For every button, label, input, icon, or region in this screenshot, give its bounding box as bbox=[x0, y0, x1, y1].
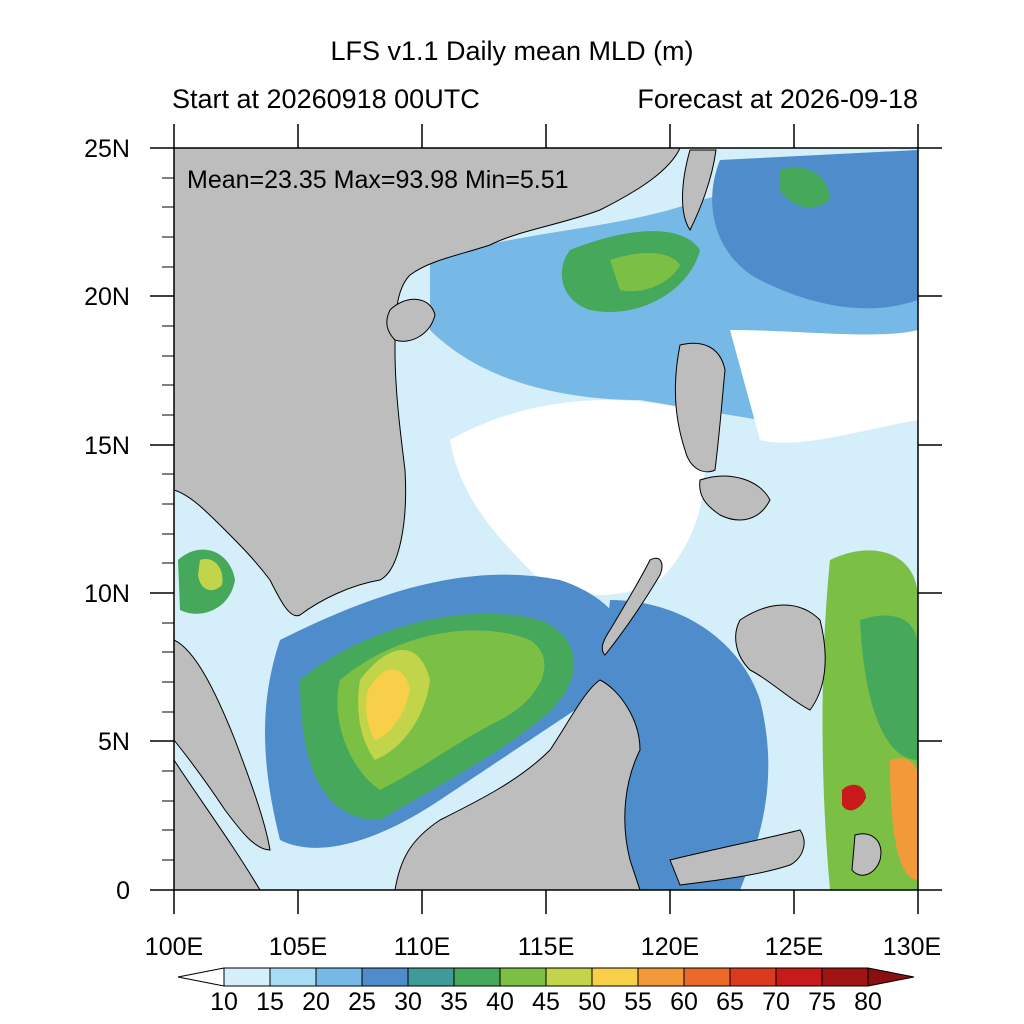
colorbar-box bbox=[637, 967, 685, 987]
colorbar-label: 40 bbox=[486, 988, 514, 1016]
land-indochina-china bbox=[174, 148, 681, 617]
stats-annotation: Mean=23.35 Max=93.98 Min=5.51 bbox=[187, 166, 569, 194]
colorbar-box bbox=[729, 967, 777, 987]
mld-field-30-35 bbox=[712, 150, 918, 309]
mld-field-35-east bbox=[860, 615, 918, 760]
lon-label: 130E bbox=[883, 933, 941, 961]
mld-field-30-east bbox=[602, 600, 769, 890]
colorbar-label: 15 bbox=[256, 988, 284, 1016]
lon-label: 120E bbox=[641, 933, 699, 961]
colorbar-label: 55 bbox=[624, 988, 652, 1016]
lat-label: 5N bbox=[98, 728, 130, 756]
start-time-label: Start at 20260918 00UTC bbox=[172, 84, 480, 114]
colorbar-label: 70 bbox=[762, 988, 790, 1016]
mld-field-55-south bbox=[366, 669, 410, 740]
lat-label: 0 bbox=[116, 877, 130, 905]
mld-field-lt10-northeast bbox=[730, 330, 918, 443]
colorbar-label: 60 bbox=[670, 988, 698, 1016]
colorbar-box bbox=[775, 967, 823, 987]
colorbar-box bbox=[315, 967, 363, 987]
land-masses bbox=[174, 148, 882, 890]
colorbar-box bbox=[407, 967, 455, 987]
mld-field-50-gulf bbox=[198, 559, 223, 591]
lon-ticks bbox=[173, 124, 919, 914]
land-mindanao bbox=[735, 604, 826, 711]
colorbar-box bbox=[821, 967, 869, 987]
land-sulawesi-halmahera bbox=[669, 829, 805, 886]
colorbar-box bbox=[545, 967, 593, 987]
land-taiwan bbox=[682, 149, 717, 231]
map-title: LFS v1.1 Daily mean MLD (m) bbox=[330, 36, 694, 66]
lat-label: 20N bbox=[84, 283, 130, 311]
lon-label: 100E bbox=[145, 933, 203, 961]
colorbar-label: 35 bbox=[440, 988, 468, 1016]
land-borneo bbox=[394, 679, 641, 890]
mld-field-40-northeast bbox=[780, 167, 830, 208]
lat-label: 10N bbox=[84, 580, 130, 608]
colorbar-box bbox=[269, 967, 317, 987]
forecast-time-label: Forecast at 2026-09-18 bbox=[637, 84, 918, 114]
colorbar-label: 80 bbox=[854, 988, 882, 1016]
colorbar-box bbox=[591, 967, 639, 987]
mld-field-lt10-central bbox=[450, 400, 705, 595]
land-luzon bbox=[674, 342, 726, 473]
colorbar-box bbox=[361, 967, 409, 987]
lon-label: 105E bbox=[269, 933, 327, 961]
colorbar-box bbox=[453, 967, 501, 987]
colorbar-low-arrow bbox=[177, 967, 225, 987]
colorbar-label: 20 bbox=[302, 988, 330, 1016]
lon-label: 115E bbox=[518, 933, 575, 961]
lat-minor-ticks bbox=[162, 177, 174, 861]
colorbar-high-arrow bbox=[867, 967, 915, 987]
colorbar-box bbox=[499, 967, 547, 987]
lat-ticks bbox=[150, 147, 942, 891]
map-plot-area bbox=[174, 148, 918, 890]
colorbar-label: 65 bbox=[716, 988, 744, 1016]
land-hainan bbox=[386, 298, 436, 342]
mld-field-75-hotspot bbox=[842, 784, 866, 811]
lat-label: 15N bbox=[84, 432, 130, 460]
colorbar-label: 50 bbox=[578, 988, 606, 1016]
colorbar-label: 10 bbox=[210, 988, 238, 1016]
lon-label: 110E bbox=[394, 933, 451, 961]
colorbar-label: 25 bbox=[348, 988, 376, 1016]
lat-label: 25N bbox=[84, 135, 130, 163]
colorbar-label: 45 bbox=[532, 988, 560, 1016]
mld-field-60-east bbox=[890, 758, 918, 880]
colorbar-box bbox=[223, 967, 271, 987]
colorbar-label: 75 bbox=[808, 988, 836, 1016]
mld-field-45-north bbox=[610, 253, 680, 292]
land-palawan bbox=[601, 557, 663, 656]
colorbar: 10 15 20 25 30 35 40 45 50 55 60 65 70 75 80 bbox=[177, 967, 915, 1016]
land-visayas bbox=[699, 475, 771, 521]
lon-label: 125E bbox=[765, 933, 823, 961]
colorbar-box bbox=[683, 967, 731, 987]
land-halmahera bbox=[851, 833, 882, 876]
colorbar-label: 30 bbox=[394, 988, 422, 1016]
land-malay-peninsula bbox=[174, 639, 271, 851]
